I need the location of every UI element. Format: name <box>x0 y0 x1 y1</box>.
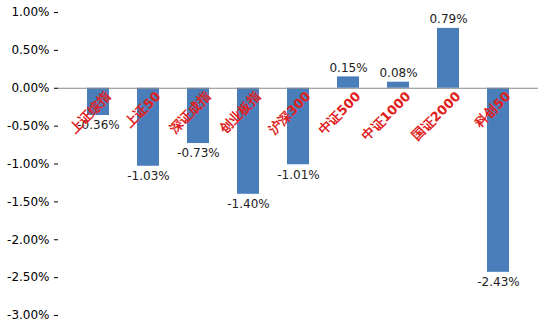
svg-text:-1.40%: -1.40% <box>227 197 269 211</box>
svg-text:-2.00%: -2.00% <box>7 233 49 247</box>
svg-text:-1.00%: -1.00% <box>7 157 49 171</box>
svg-text:科创50: 科创50 <box>471 89 513 131</box>
svg-text:-1.50%: -1.50% <box>7 195 49 209</box>
svg-text:上证综指: 上证综指 <box>65 89 113 137</box>
svg-text:0.79%: 0.79% <box>429 12 467 26</box>
svg-text:-3.00%: -3.00% <box>7 308 49 322</box>
svg-text:中证1000: 中证1000 <box>359 89 414 144</box>
svg-text:-1.03%: -1.03% <box>127 169 169 183</box>
svg-text:国证2000: 国证2000 <box>409 89 464 144</box>
svg-text:中证500: 中证500 <box>315 89 363 137</box>
svg-text:0.00%: 0.00% <box>11 81 49 95</box>
svg-text:创业板指: 创业板指 <box>215 89 263 137</box>
svg-text:-1.01%: -1.01% <box>277 168 319 182</box>
svg-text:-0.36%: -0.36% <box>77 118 120 133</box>
svg-text:-0.50%: -0.50% <box>7 119 49 133</box>
svg-text:深证成指: 深证成指 <box>165 89 213 137</box>
svg-text:-0.73%: -0.73% <box>177 146 219 160</box>
svg-text:0.15%: 0.15% <box>329 61 367 75</box>
svg-text:沪深300: 沪深300 <box>265 89 314 138</box>
svg-text:1.00%: 1.00% <box>11 5 49 19</box>
svg-text:0.50%: 0.50% <box>11 43 49 57</box>
svg-text:上证50: 上证50 <box>121 89 163 131</box>
svg-text:-2.50%: -2.50% <box>7 270 49 284</box>
svg-text:-2.43%: -2.43% <box>477 275 519 289</box>
svg-text:0.08%: 0.08% <box>379 66 417 80</box>
